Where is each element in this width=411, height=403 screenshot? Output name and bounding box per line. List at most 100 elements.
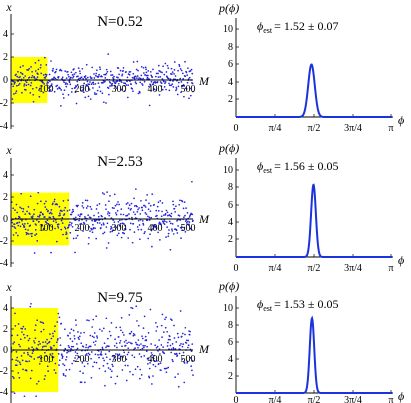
scatter-point	[70, 348, 72, 350]
scatter-point	[71, 87, 73, 90]
y-tick-label: -2	[0, 366, 8, 377]
scatter-point	[22, 210, 24, 213]
scatter-point	[121, 222, 124, 225]
scatter-point	[72, 208, 74, 211]
scatter-point	[57, 338, 59, 340]
scatter-point	[98, 367, 101, 370]
scatter-point	[137, 69, 139, 72]
scatter-point	[74, 319, 77, 322]
scatter-point	[168, 335, 171, 338]
scatter-point	[134, 213, 136, 216]
scatter-point	[112, 78, 115, 80]
scatter-point	[164, 220, 166, 223]
scatter-point	[172, 203, 175, 206]
scatter-point	[132, 211, 135, 213]
scatter-point	[27, 206, 30, 208]
scatter-point	[33, 208, 36, 211]
scatter-point	[168, 89, 171, 92]
y-axis-label-6: p(ϕ)	[218, 279, 239, 293]
distribution-curve-3	[236, 315, 393, 394]
scatter-point	[146, 78, 148, 80]
scatter-point	[141, 220, 144, 222]
scatter-point	[19, 66, 22, 68]
scatter-point	[169, 222, 172, 225]
scatter-point	[190, 365, 193, 367]
scatter-point	[82, 206, 85, 209]
scatter-point	[43, 345, 45, 348]
y-axis-label-4: p(ϕ)	[218, 141, 239, 155]
scatter-point	[190, 68, 193, 71]
scatter-point	[49, 211, 52, 214]
scatter-point	[140, 65, 143, 68]
scatter-point	[88, 88, 91, 91]
x-tick-label: 300	[112, 223, 127, 234]
scatter-point	[37, 356, 39, 359]
y-tick-label: -4	[0, 121, 8, 132]
scatter-point	[178, 63, 181, 66]
scatter-point	[50, 337, 53, 340]
scatter-point	[29, 92, 32, 94]
scatter-point	[160, 344, 163, 346]
scatter-point	[61, 210, 63, 212]
scatter-point	[148, 219, 151, 221]
scatter-point	[152, 227, 154, 230]
scatter-point	[28, 76, 31, 79]
scatter-point	[136, 75, 139, 77]
scatter-point	[105, 346, 107, 349]
scatter-point	[164, 62, 167, 65]
scatter-point	[177, 373, 179, 375]
scatter-point	[42, 322, 45, 324]
scatter-point	[79, 370, 82, 373]
scatter-point	[188, 76, 191, 79]
scatter-point	[191, 72, 194, 75]
scatter-point	[183, 85, 186, 87]
scatter-point	[29, 355, 31, 357]
scatter-point	[143, 232, 146, 235]
scatter-point	[70, 328, 73, 331]
scatter-point	[22, 64, 24, 67]
scatter-point	[171, 83, 174, 86]
scatter-point	[114, 225, 116, 228]
scatter-point	[141, 335, 143, 338]
scatter-point	[98, 66, 101, 69]
scatter-point	[180, 81, 183, 83]
scatter-point	[74, 216, 77, 219]
scatter-point	[13, 226, 16, 228]
scatter-point	[49, 216, 52, 219]
scatter-point	[165, 221, 168, 223]
scatter-point	[33, 252, 36, 254]
scatter-point	[69, 221, 71, 224]
scatter-point	[71, 74, 74, 76]
scatter-point	[108, 212, 111, 214]
scatter-point	[74, 71, 77, 74]
scatter-point	[185, 207, 187, 209]
scatter-point	[58, 364, 60, 366]
scatter-point	[113, 193, 116, 196]
scatter-point	[39, 214, 41, 216]
scatter-point	[129, 80, 131, 82]
scatter-point	[61, 76, 64, 79]
scatter-point	[159, 353, 161, 355]
scatter-point	[175, 229, 178, 232]
x-axis-label-4: ϕ	[398, 253, 404, 267]
scatter-point	[68, 209, 71, 211]
scatter-panel-1: 4 2 0 -2 -4 100 200 300 400 500 x M N=0.…	[0, 0, 210, 132]
scatter-point	[82, 345, 85, 348]
scatter-point	[132, 334, 135, 337]
scatter-point	[175, 86, 178, 89]
scatter-point	[32, 350, 35, 352]
scatter-point	[37, 343, 40, 346]
y-tick-label: 0	[3, 345, 8, 356]
scatter-point	[79, 72, 82, 75]
scatter-point	[161, 336, 163, 338]
scatter-point	[54, 70, 57, 73]
scatter-point	[89, 230, 91, 232]
scatter-point	[157, 210, 160, 212]
scatter-point	[137, 324, 140, 327]
scatter-point	[92, 83, 95, 86]
scatter-point	[113, 221, 116, 223]
scatter-point	[171, 71, 174, 73]
x-tick-label: 500	[181, 223, 196, 234]
scatter-point	[115, 326, 118, 329]
scatter-point	[30, 302, 32, 305]
